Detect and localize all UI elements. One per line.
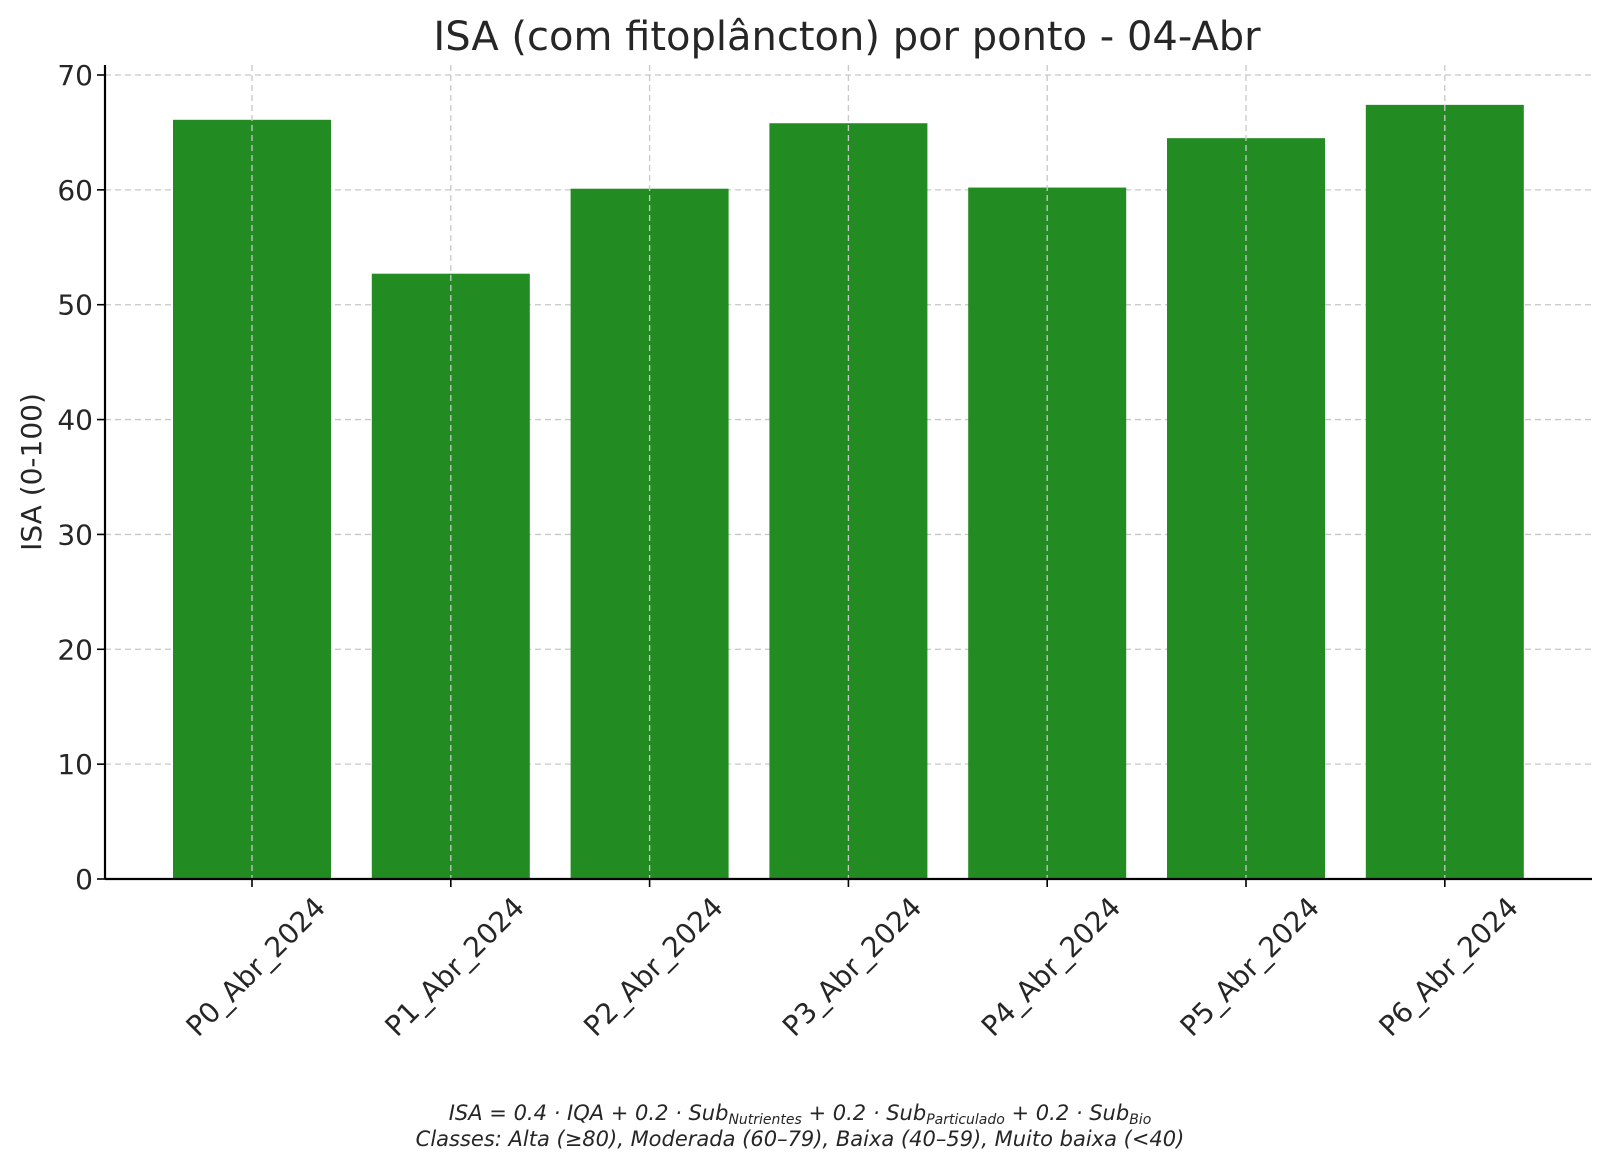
y-tick-label: 10 bbox=[57, 748, 93, 781]
y-tick-label: 20 bbox=[57, 633, 93, 666]
formula-term3: + 0.2 · bbox=[1004, 1101, 1090, 1125]
y-tick-labels: 0 10 20 30 40 50 60 70 bbox=[57, 59, 93, 896]
formula-sub1-index: Nutrientes bbox=[728, 1112, 802, 1128]
bar bbox=[968, 187, 1127, 879]
x-tick-label: P3_Abr_2024 bbox=[776, 891, 928, 1043]
x-tick-labels: P0_Abr_2024 P1_Abr_2024 P2_Abr_2024 P3_Abr_… bbox=[180, 891, 1525, 1043]
formula-sub1: Sub bbox=[688, 1101, 729, 1125]
bar bbox=[570, 188, 729, 880]
formula-eq: = 0.4 · bbox=[482, 1101, 567, 1125]
x-tick-label: P2_Abr_2024 bbox=[577, 891, 729, 1043]
y-axis-label: ISA (0-100) bbox=[15, 393, 48, 551]
y-tick-label: 40 bbox=[57, 404, 93, 437]
formula-sub2: Sub bbox=[886, 1101, 927, 1125]
y-tick-label: 0 bbox=[75, 863, 93, 896]
formula-iqa: IQA bbox=[567, 1101, 605, 1125]
x-tick-label: P5_Abr_2024 bbox=[1174, 891, 1326, 1043]
formula-term2: + 0.2 · bbox=[801, 1101, 887, 1125]
y-tick-label: 70 bbox=[57, 59, 93, 92]
formula-term1: + 0.2 · bbox=[604, 1101, 689, 1125]
y-tick-label: 30 bbox=[57, 518, 93, 551]
formula-sub3: Sub bbox=[1089, 1101, 1130, 1125]
y-tick-label: 50 bbox=[57, 289, 93, 322]
formula-lhs: ISA bbox=[448, 1101, 483, 1125]
axes bbox=[97, 65, 1592, 887]
x-tick-label: P1_Abr_2024 bbox=[378, 891, 530, 1043]
x-tick-label: P0_Abr_2024 bbox=[180, 891, 332, 1043]
classes-footnote: Classes: Alta (≥80), Moderada (60–79), B… bbox=[415, 1127, 1185, 1151]
y-tick-label: 60 bbox=[57, 174, 93, 207]
chart-title: ISA (com fitoplâncton) por ponto - 04-Ab… bbox=[433, 14, 1261, 60]
formula-footnote: ISA = 0.4 · IQA + 0.2 · SubNutrientes + … bbox=[0, 1100, 1600, 1128]
x-tick-label: P6_Abr_2024 bbox=[1372, 891, 1524, 1043]
x-tick-label: P4_Abr_2024 bbox=[975, 891, 1127, 1043]
formula-sub3-index: Bio bbox=[1129, 1112, 1152, 1128]
formula-sub2-index: Particulado bbox=[926, 1112, 1005, 1128]
